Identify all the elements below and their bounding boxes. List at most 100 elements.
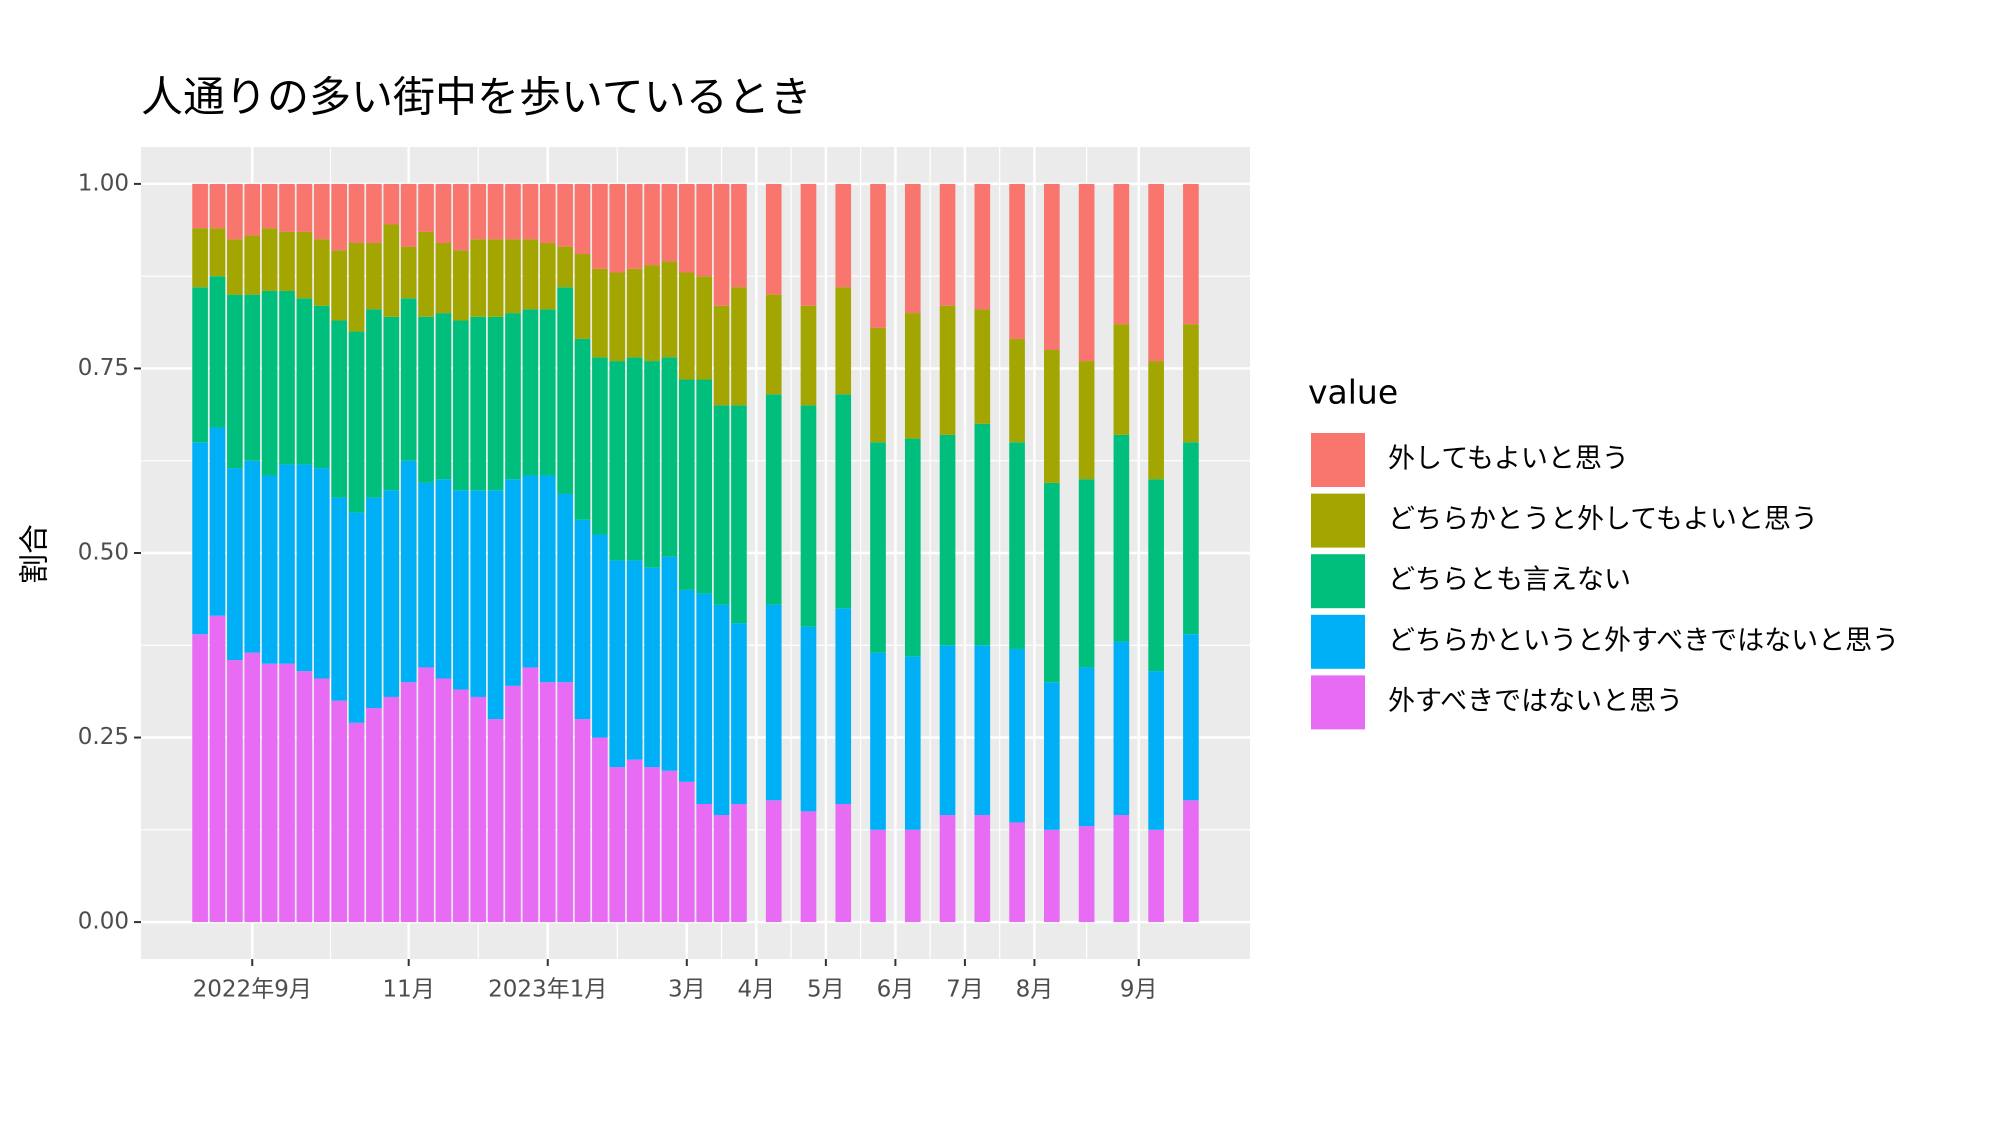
bar-segment bbox=[209, 183, 226, 229]
legend-label: どちらとも言えない bbox=[1388, 565, 1631, 596]
bar-segment bbox=[539, 682, 556, 923]
bar-segment bbox=[505, 685, 521, 923]
bar-segment bbox=[835, 803, 852, 923]
bar-segment bbox=[1044, 829, 1060, 923]
bar-segment bbox=[609, 272, 626, 362]
bar-segment bbox=[696, 276, 713, 380]
bar-segment bbox=[870, 829, 886, 923]
bar-segment bbox=[904, 438, 921, 657]
bar-segment bbox=[713, 305, 730, 406]
bar-segment bbox=[279, 663, 295, 923]
bar-segment bbox=[383, 224, 400, 317]
bar-segment bbox=[1183, 442, 1199, 635]
bar-segment bbox=[227, 660, 243, 923]
bar-segment bbox=[1113, 641, 1130, 816]
bar-segment bbox=[192, 634, 208, 923]
bar-segment bbox=[974, 183, 991, 310]
bar-segment bbox=[904, 313, 921, 439]
bar-segment bbox=[435, 313, 452, 480]
legend-label: 外してもよいと思う bbox=[1388, 444, 1629, 475]
bar-segment bbox=[713, 604, 730, 816]
bar-segment bbox=[939, 183, 956, 306]
bar-segment bbox=[400, 682, 417, 923]
bar-segment bbox=[1183, 634, 1199, 801]
y-tick-label: 0.50 bbox=[78, 540, 129, 566]
bar-segment bbox=[313, 678, 330, 923]
bar-segment bbox=[731, 623, 747, 804]
bar-segment bbox=[331, 497, 347, 701]
bar-segment bbox=[313, 305, 330, 469]
bar-segment bbox=[487, 316, 504, 491]
bar-segment bbox=[644, 767, 660, 923]
bar-segment bbox=[574, 254, 591, 339]
bar-segment bbox=[348, 331, 365, 513]
bar-segment bbox=[1183, 324, 1199, 443]
bar-segment bbox=[800, 626, 817, 812]
bar-segment bbox=[366, 309, 382, 498]
bar-segment bbox=[1148, 671, 1164, 830]
bar-segment bbox=[765, 394, 782, 605]
bar-segment bbox=[939, 645, 956, 816]
bar-segment bbox=[1044, 682, 1060, 830]
bar-segment bbox=[1044, 350, 1060, 483]
bar-segment bbox=[870, 327, 886, 443]
x-tick-label: 4月 bbox=[738, 977, 776, 1003]
bar-segment bbox=[731, 183, 747, 288]
bar-segment bbox=[383, 183, 400, 225]
bar-segment bbox=[192, 287, 208, 443]
bar-segment bbox=[574, 519, 591, 720]
bar-segment bbox=[348, 242, 365, 332]
legend-title: value bbox=[1308, 373, 1398, 412]
bar-segment bbox=[539, 309, 556, 476]
bar-segment bbox=[626, 560, 643, 760]
bar-segment bbox=[1078, 183, 1095, 362]
bar-segment bbox=[574, 183, 591, 255]
bar-segment bbox=[1078, 479, 1095, 668]
legend-key bbox=[1309, 552, 1367, 611]
bar-segment bbox=[453, 320, 469, 491]
bar-segment bbox=[487, 183, 504, 240]
x-tick-label: 9月 bbox=[1120, 977, 1158, 1003]
bar-segment bbox=[261, 183, 278, 229]
bar-segment bbox=[731, 405, 747, 624]
bar-segment bbox=[1148, 829, 1164, 923]
bar-segment bbox=[505, 479, 521, 686]
bar-segment bbox=[453, 490, 469, 690]
bar-segment bbox=[592, 268, 608, 358]
bar-segment bbox=[800, 405, 817, 627]
bar-segment bbox=[539, 183, 556, 243]
bar-segment bbox=[713, 183, 730, 306]
bar-segment bbox=[765, 294, 782, 395]
y-tick-label: 0.25 bbox=[78, 724, 129, 750]
bar-segment bbox=[366, 242, 382, 310]
bar-segment bbox=[209, 276, 226, 428]
bar-segment bbox=[261, 475, 278, 664]
bar-segment bbox=[313, 468, 330, 679]
bar-segment bbox=[765, 604, 782, 801]
bar-segment bbox=[192, 183, 208, 229]
bar-segment bbox=[870, 183, 886, 328]
bar-segment bbox=[1009, 338, 1025, 443]
bar-segment bbox=[539, 242, 556, 310]
bar-segment bbox=[470, 183, 487, 240]
x-tick-label: 5月 bbox=[807, 977, 845, 1003]
bar-segment bbox=[609, 767, 626, 923]
x-tick-label: 11月 bbox=[383, 977, 435, 1003]
bar-segment bbox=[1009, 183, 1025, 339]
bar-segment bbox=[557, 682, 573, 923]
bar-segment bbox=[296, 671, 313, 923]
bar-segment bbox=[453, 689, 469, 923]
bar-segment bbox=[331, 183, 347, 251]
bar-segment bbox=[557, 493, 573, 683]
bar-segment bbox=[209, 228, 226, 277]
legend-key bbox=[1309, 673, 1367, 732]
bar-segment bbox=[522, 239, 539, 310]
bar-segment bbox=[661, 556, 678, 771]
bar-segment bbox=[644, 183, 660, 266]
bar-segment bbox=[487, 490, 504, 720]
bar-segment bbox=[383, 490, 400, 697]
bar-segment bbox=[1183, 800, 1199, 923]
bar-segment bbox=[678, 272, 695, 380]
bar-segment bbox=[209, 615, 226, 923]
bar-segment bbox=[1113, 815, 1130, 923]
